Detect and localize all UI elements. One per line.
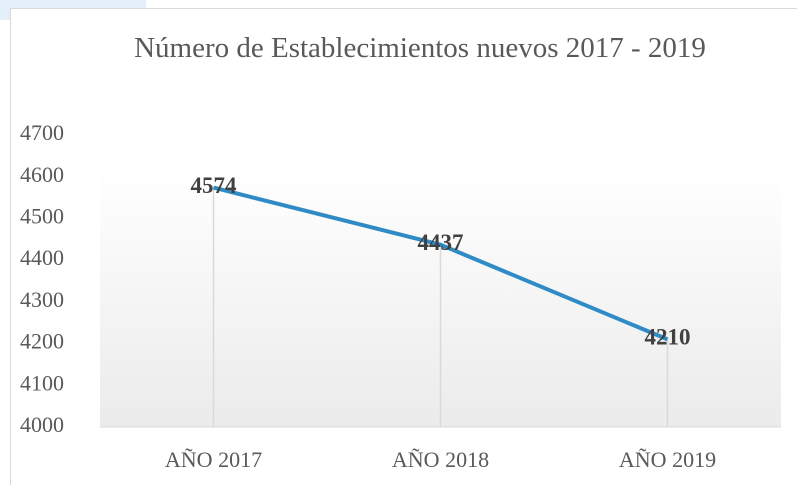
y-tick-label: 4300	[20, 287, 64, 312]
y-tick-label: 4200	[20, 329, 64, 354]
x-tick-label: AÑO 2017	[165, 447, 262, 472]
y-tick-label: 4000	[20, 412, 64, 437]
x-tick-label: AÑO 2018	[392, 447, 489, 472]
y-tick-label: 4400	[20, 245, 64, 270]
data-label: 4437	[418, 230, 464, 255]
y-tick-label: 4500	[20, 203, 64, 228]
data-label: 4210	[645, 325, 691, 350]
chart-title: Número de Establecimientos nuevos 2017 -…	[134, 32, 706, 64]
line-series	[213, 185, 669, 342]
y-tick-label: 4700	[20, 120, 64, 145]
data-label: 4574	[191, 173, 238, 198]
y-tick-label: 4100	[20, 370, 64, 395]
y-tick-label: 4600	[20, 162, 64, 187]
x-tick-label: AÑO 2019	[619, 447, 716, 472]
